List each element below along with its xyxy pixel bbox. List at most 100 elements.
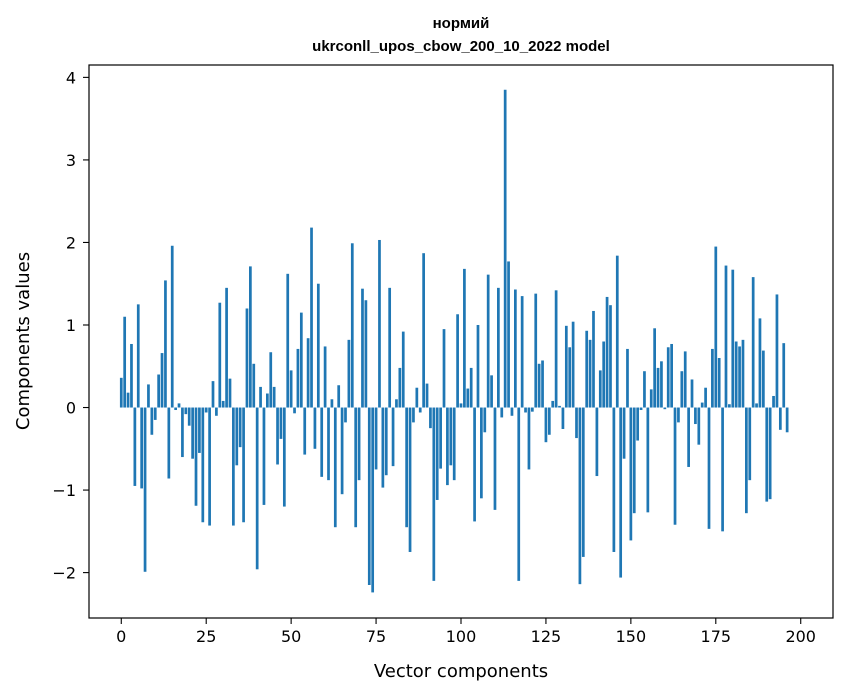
bar-191 xyxy=(768,407,772,500)
bar-187 xyxy=(755,403,758,408)
bar-49 xyxy=(286,273,290,408)
bar-149 xyxy=(626,348,629,408)
bar-109 xyxy=(490,375,493,408)
bar-181 xyxy=(734,341,738,408)
bar-120 xyxy=(527,407,531,470)
bar-129 xyxy=(558,405,561,408)
bar-41 xyxy=(259,386,262,408)
bar-92 xyxy=(432,407,436,581)
bar-36 xyxy=(242,407,245,523)
bar-178 xyxy=(724,265,728,408)
y-tick-label-5: 3 xyxy=(66,151,76,170)
bar-143 xyxy=(605,296,609,408)
bar-127 xyxy=(551,400,555,408)
bar-68 xyxy=(350,243,354,408)
bar-174 xyxy=(711,348,714,408)
bar-185 xyxy=(748,407,752,481)
bar-34 xyxy=(235,407,239,466)
bar-190 xyxy=(765,407,769,502)
bar-59 xyxy=(320,407,324,477)
x-tick-label-3: 75 xyxy=(366,627,386,646)
bar-107 xyxy=(483,407,487,433)
y-tick-label-4: 2 xyxy=(66,233,76,252)
bar-195 xyxy=(782,343,786,408)
bar-157 xyxy=(653,328,656,408)
bar-64 xyxy=(337,385,341,408)
bar-28 xyxy=(215,407,218,416)
bar-79 xyxy=(388,287,392,408)
bar-4 xyxy=(133,407,137,486)
bar-80 xyxy=(391,407,395,467)
bar-47 xyxy=(279,407,283,439)
x-tick-label-8: 200 xyxy=(785,627,816,646)
bar-52 xyxy=(296,348,300,408)
bar-188 xyxy=(758,318,762,408)
bar-40 xyxy=(255,407,259,570)
bar-11 xyxy=(157,374,160,408)
bar-102 xyxy=(466,388,470,408)
bar-160 xyxy=(663,407,667,410)
bar-121 xyxy=(530,407,534,412)
y-axis-ticks: −2 −1 0 1 2 3 4 xyxy=(52,68,89,583)
bar-151 xyxy=(632,407,636,514)
bar-194 xyxy=(778,407,782,430)
bar-97 xyxy=(449,407,453,466)
bar-115 xyxy=(510,407,514,416)
x-tick-label-7: 175 xyxy=(701,627,732,646)
bar-89 xyxy=(422,253,425,408)
bar-17 xyxy=(177,403,181,408)
bar-155 xyxy=(646,407,650,513)
bar-45 xyxy=(272,386,276,408)
bar-165 xyxy=(680,371,684,408)
chart-title-line-2: ukrconll_upos_cbow_200_10_2022 model xyxy=(312,38,610,55)
bar-62 xyxy=(330,399,334,408)
bar-170 xyxy=(697,407,701,445)
bar-171 xyxy=(700,402,704,408)
bar-161 xyxy=(666,347,670,408)
bar-9 xyxy=(150,407,154,435)
bar-99 xyxy=(456,314,459,408)
bar-166 xyxy=(683,351,687,408)
bar-33 xyxy=(232,407,235,526)
bar-81 xyxy=(395,399,398,408)
bar-104 xyxy=(473,407,476,522)
bar-69 xyxy=(354,407,358,528)
bar-168 xyxy=(690,379,694,408)
bar-126 xyxy=(547,407,551,435)
bar-117 xyxy=(517,407,521,581)
bar-46 xyxy=(276,407,279,465)
bar-96 xyxy=(446,407,449,486)
bar-103 xyxy=(469,367,473,408)
bar-88 xyxy=(418,407,422,413)
bar-148 xyxy=(622,407,626,459)
bar-67 xyxy=(347,339,351,408)
bar-135 xyxy=(578,407,582,585)
x-tick-label-2: 50 xyxy=(281,627,301,646)
bar-122 xyxy=(534,293,538,408)
x-axis-label: Vector components xyxy=(374,661,548,682)
bar-38 xyxy=(249,266,252,408)
bars-group xyxy=(119,89,789,593)
bar-152 xyxy=(636,407,640,441)
bar-3 xyxy=(130,343,133,408)
bar-189 xyxy=(762,350,765,408)
bar-123 xyxy=(537,363,541,408)
bar-110 xyxy=(493,407,497,510)
bar-173 xyxy=(707,407,711,529)
bar-25 xyxy=(204,407,208,413)
bar-186 xyxy=(751,277,755,408)
bar-125 xyxy=(544,407,548,443)
bar-179 xyxy=(728,404,731,408)
bar-12 xyxy=(160,353,164,408)
x-axis-ticks: 0 25 50 75 100 125 150 175 200 xyxy=(116,618,816,646)
y-tick-label-1: −1 xyxy=(52,481,76,500)
bar-167 xyxy=(687,407,690,467)
bar-119 xyxy=(524,407,527,413)
x-tick-label-1: 25 xyxy=(196,627,216,646)
bar-65 xyxy=(340,407,344,495)
y-axis-label: Components values xyxy=(13,252,34,430)
bar-0 xyxy=(119,377,123,408)
bar-76 xyxy=(378,239,381,408)
bar-39 xyxy=(252,363,256,408)
bar-75 xyxy=(374,407,378,470)
